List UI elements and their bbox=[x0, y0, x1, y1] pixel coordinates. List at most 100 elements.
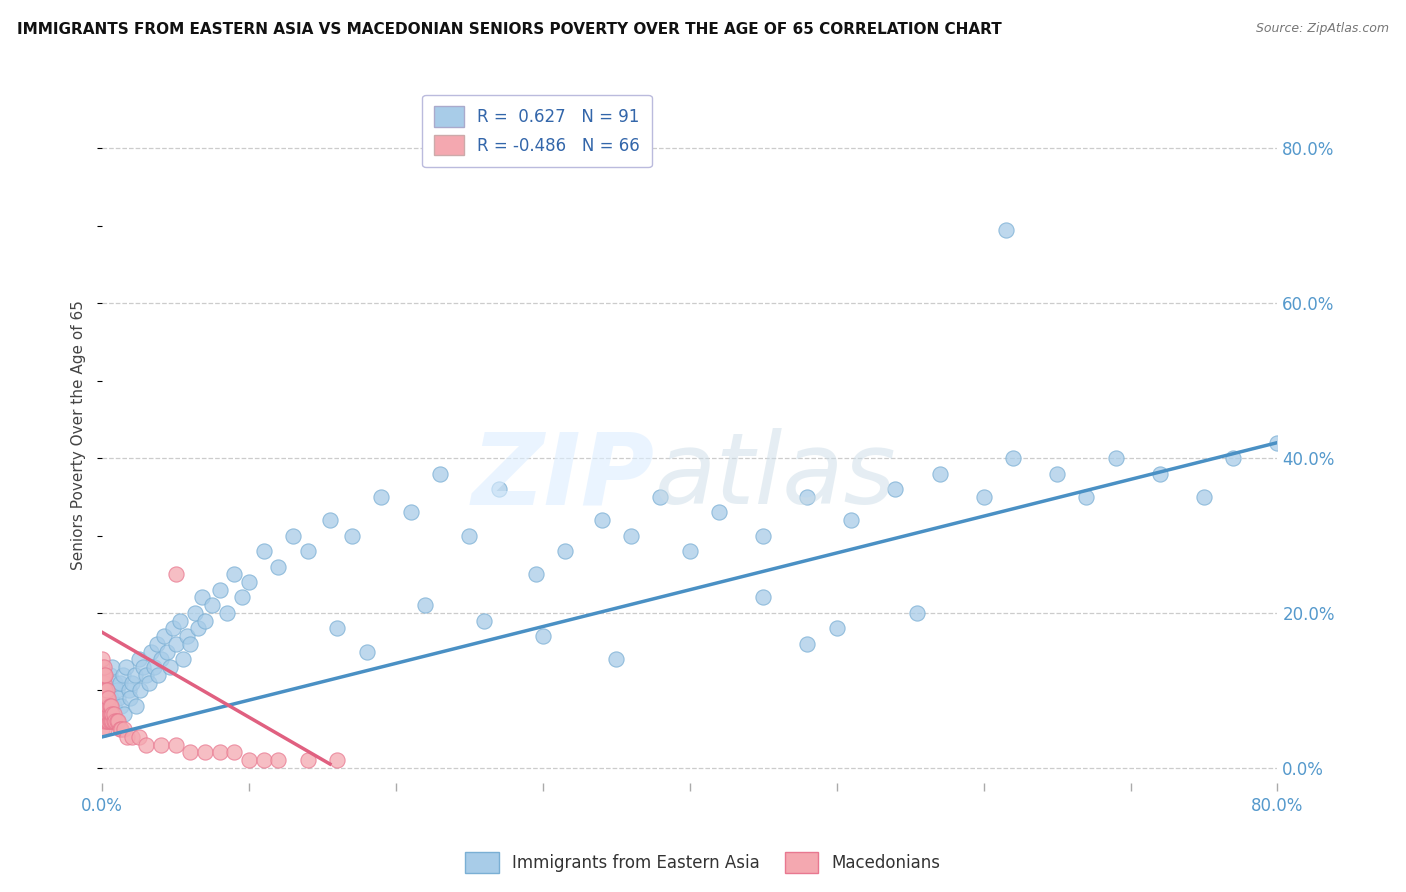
Point bbox=[796, 490, 818, 504]
Point bbox=[105, 683, 128, 698]
Point bbox=[153, 629, 176, 643]
Point bbox=[93, 698, 115, 713]
Point bbox=[107, 691, 129, 706]
Point bbox=[135, 668, 157, 682]
Point bbox=[928, 467, 950, 481]
Point bbox=[100, 691, 122, 706]
Point bbox=[238, 753, 260, 767]
Point bbox=[93, 691, 115, 706]
Point bbox=[101, 714, 124, 729]
Point bbox=[267, 559, 290, 574]
Point bbox=[114, 660, 136, 674]
Point bbox=[796, 637, 818, 651]
Point bbox=[994, 222, 1017, 236]
Point bbox=[98, 698, 121, 713]
Point bbox=[112, 722, 135, 736]
Point bbox=[208, 582, 231, 597]
Point bbox=[179, 745, 201, 759]
Point bbox=[112, 706, 135, 721]
Point bbox=[120, 691, 142, 706]
Point bbox=[217, 606, 239, 620]
Text: atlas: atlas bbox=[655, 428, 896, 525]
Point bbox=[231, 591, 253, 605]
Point bbox=[415, 599, 437, 613]
Point bbox=[267, 753, 290, 767]
Point bbox=[91, 668, 114, 682]
Point bbox=[679, 544, 702, 558]
Point bbox=[128, 652, 150, 666]
Point bbox=[179, 637, 201, 651]
Point bbox=[107, 714, 129, 729]
Point bbox=[191, 591, 214, 605]
Point bbox=[97, 691, 120, 706]
Point bbox=[115, 730, 138, 744]
Point bbox=[1149, 467, 1171, 481]
Point bbox=[128, 730, 150, 744]
Point bbox=[96, 714, 118, 729]
Point bbox=[108, 722, 131, 736]
Point bbox=[283, 528, 305, 542]
Text: ZIP: ZIP bbox=[471, 428, 655, 525]
Point bbox=[752, 528, 775, 542]
Point bbox=[94, 683, 117, 698]
Point bbox=[1046, 467, 1069, 481]
Point bbox=[142, 660, 165, 674]
Point bbox=[399, 505, 422, 519]
Point bbox=[1192, 490, 1215, 504]
Point bbox=[110, 698, 132, 713]
Point bbox=[973, 490, 995, 504]
Point bbox=[524, 567, 547, 582]
Point bbox=[96, 691, 118, 706]
Point bbox=[93, 660, 115, 674]
Point bbox=[1222, 451, 1244, 466]
Point bbox=[94, 698, 117, 713]
Point bbox=[103, 706, 125, 721]
Point bbox=[124, 668, 146, 682]
Point bbox=[184, 606, 207, 620]
Point bbox=[172, 652, 194, 666]
Point bbox=[253, 753, 276, 767]
Point bbox=[101, 706, 124, 721]
Point bbox=[194, 745, 217, 759]
Point bbox=[94, 668, 117, 682]
Point bbox=[156, 645, 179, 659]
Point bbox=[100, 706, 122, 721]
Point bbox=[121, 730, 143, 744]
Point bbox=[149, 738, 172, 752]
Point bbox=[91, 714, 114, 729]
Point bbox=[104, 714, 127, 729]
Point bbox=[108, 675, 131, 690]
Point bbox=[94, 706, 117, 721]
Point bbox=[91, 675, 114, 690]
Point bbox=[224, 745, 246, 759]
Point bbox=[297, 753, 319, 767]
Point bbox=[169, 614, 191, 628]
Point bbox=[97, 706, 120, 721]
Point bbox=[1001, 451, 1024, 466]
Point bbox=[187, 622, 209, 636]
Text: IMMIGRANTS FROM EASTERN ASIA VS MACEDONIAN SENIORS POVERTY OVER THE AGE OF 65 CO: IMMIGRANTS FROM EASTERN ASIA VS MACEDONI… bbox=[17, 22, 1001, 37]
Point bbox=[98, 714, 121, 729]
Point bbox=[208, 745, 231, 759]
Point bbox=[91, 683, 114, 698]
Text: Source: ZipAtlas.com: Source: ZipAtlas.com bbox=[1256, 22, 1389, 36]
Point bbox=[194, 614, 217, 628]
Point bbox=[94, 714, 117, 729]
Point bbox=[709, 505, 731, 519]
Point bbox=[93, 706, 115, 721]
Point bbox=[201, 599, 224, 613]
Point bbox=[121, 675, 143, 690]
Point bbox=[96, 706, 118, 721]
Point bbox=[620, 528, 643, 542]
Point bbox=[326, 753, 349, 767]
Point bbox=[98, 706, 121, 721]
Point bbox=[98, 668, 121, 682]
Point bbox=[253, 544, 276, 558]
Point bbox=[91, 660, 114, 674]
Point bbox=[752, 591, 775, 605]
Y-axis label: Seniors Poverty Over the Age of 65: Seniors Poverty Over the Age of 65 bbox=[72, 300, 86, 570]
Point bbox=[326, 622, 349, 636]
Point bbox=[93, 668, 115, 682]
Point bbox=[176, 629, 198, 643]
Point bbox=[97, 698, 120, 713]
